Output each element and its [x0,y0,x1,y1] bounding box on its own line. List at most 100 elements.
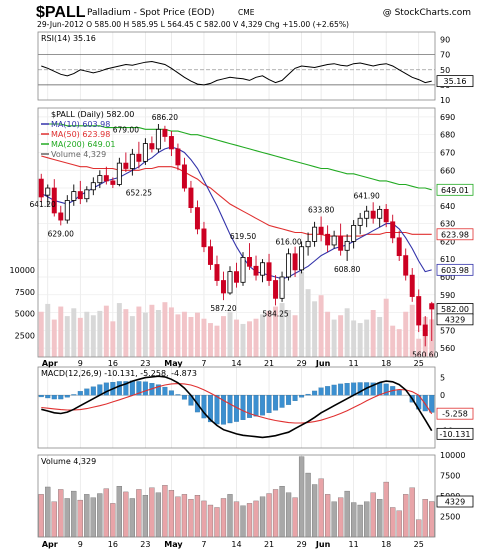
macd-label: MACD(12,26,9) -10.131, -5.258, -4.873 [41,369,197,378]
volume-bar [195,495,200,537]
candle-body [195,208,199,229]
candle-body [143,144,147,162]
overlay-volume-bar [260,314,265,357]
price-annotation-0: 641.20 [30,200,56,209]
volume-tick-10000: 10000 [440,451,465,460]
volume-bar [260,497,265,537]
macd-hist-bar [299,395,304,397]
macd-hist-bar [52,395,57,399]
macd-hist-bar [71,394,76,395]
overlay-volume-bar [325,312,330,357]
macd-value-tag: -10.131 [440,430,471,439]
price-last-tag: 582.00 [441,305,469,314]
candle-body [352,225,356,241]
price-tick-560: 560 [440,344,455,353]
instrument-name: Palladium - Spot Price (EOD) [87,8,215,18]
macd-hist-bar [228,395,233,423]
legend-item-1: MA(10) 603.98 [51,120,110,129]
macd-hist-bar [260,395,265,415]
price-tick-610: 610 [440,255,455,264]
candle-body [182,165,186,188]
volume-tick-7500: 7500 [440,472,460,481]
volume-bar [52,502,57,537]
candle-body [365,211,369,218]
price-annotation-7: 584.25 [262,309,288,318]
overlay-vol-tick-7500: 7500 [15,288,35,297]
overlay-volume-bar [182,312,187,357]
macd-hist-bar [176,394,181,395]
macd-hist-bar [332,385,337,395]
overlay-volume-bar [371,310,376,357]
overlay-volume-bar [58,307,63,357]
volume-bar [175,497,180,537]
volume-bar [149,488,154,537]
volume-bar [390,507,395,537]
overlay-volume-bar [293,315,298,357]
macd-hist-bar [78,391,83,395]
candle-body [137,154,141,161]
candle-body [293,254,297,270]
volume-bar [358,505,363,537]
overlay-volume-bar [195,313,200,357]
macd-hist-bar [182,395,187,399]
volume-tick-2500: 2500 [440,513,460,522]
x-tick-0-3: 23 [140,359,150,368]
macd-hist-bar [254,395,259,416]
overlay-volume-bar [71,308,76,357]
volume-bar [228,494,233,537]
overlay-vol-tick-2500: 2500 [15,331,35,340]
macd-hist-bar [58,395,63,399]
macd-hist-bar [91,387,96,395]
macd-hist-bar [84,389,89,395]
ma50-tag: 623.98 [441,230,469,239]
price-tick-660: 660 [440,166,455,175]
overlay-volume-bar [97,311,102,357]
x-tick-1-4: May [164,540,183,549]
x-tick-1-5: 7 [201,540,206,549]
x-tick-1-12: 25 [414,540,424,549]
overlay-volume-bar [52,320,57,357]
x-tick-0-10: 11 [349,359,359,368]
x-tick-0-5: 7 [201,359,206,368]
overlay-volume-bar [188,317,193,357]
candle-body [91,183,95,190]
macd-hist-bar [280,395,285,407]
overlay-volume-bar [312,301,317,357]
x-tick-1-10: 11 [349,540,359,549]
overlay-volume-bar [403,312,408,357]
quote-line: 29-Jun-2012 O 585.00 H 585.95 L 564.45 C… [37,20,349,29]
candle-body [267,263,271,281]
candle-body [176,149,180,165]
macd-hist-bar [163,387,168,395]
x-tick-1-9: Jun [315,540,331,549]
overlay-volume-bar [364,320,369,357]
volume-bar [397,511,402,537]
overlay-volume-bar [156,310,161,357]
candle-body [98,176,102,183]
legend-item-2: MA(50) 623.98 [51,130,110,139]
candle-body [241,257,245,282]
macd-hist-bar [65,395,70,397]
x-tick-1-2: 16 [108,540,118,549]
macd-hist-bar [397,390,402,395]
volume-bar [332,502,337,537]
macd-hist-bar [241,395,246,420]
macd-hist-bar [338,384,343,395]
overlay-volume-bar [143,313,148,357]
macd-hist-bar [39,395,44,397]
watermark: @ StockCharts.com [383,8,471,18]
candle-body [391,222,395,238]
candle-body [358,218,362,225]
candle-body [117,163,121,184]
macd-hist-bar [377,383,382,395]
candle-body [65,200,69,220]
volume-bar [221,498,226,537]
volume-bar [130,498,135,537]
price-annotation-1: 629.00 [48,229,74,238]
overlay-volume-bar [338,315,343,357]
macd-hist-bar [117,381,122,395]
overlay-volume-bar [410,305,415,357]
price-annotation-2: 679.00 [113,125,139,134]
overlay-vol-tick-5000: 5000 [15,310,35,319]
macd-hist-bar [325,386,330,395]
